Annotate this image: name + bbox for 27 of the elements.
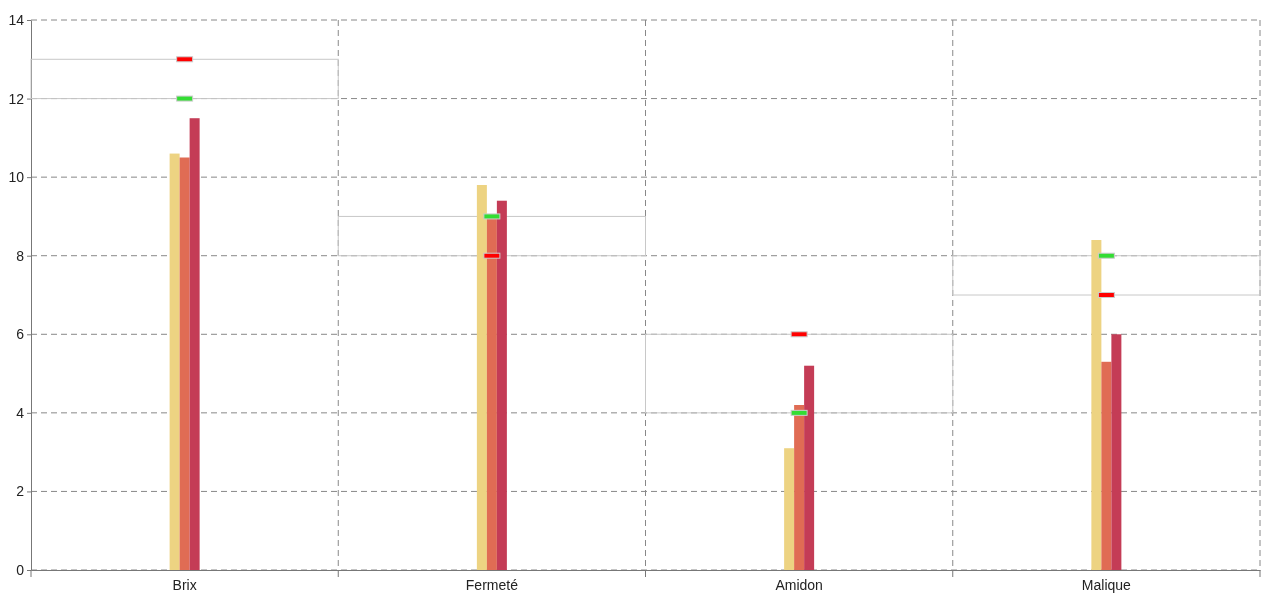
x-tick-label: Brix <box>172 576 197 593</box>
bar <box>1111 334 1122 570</box>
bar <box>169 153 180 570</box>
bar <box>952 255 1261 296</box>
x-tick-label: Fermeté <box>465 576 519 593</box>
bar <box>1101 361 1112 570</box>
y-tick-label: 4 <box>16 404 25 421</box>
bar <box>496 200 507 570</box>
y-tick-label: 6 <box>16 326 25 343</box>
y-tick-label: 0 <box>16 561 25 578</box>
bar <box>794 405 805 570</box>
bar <box>30 58 339 100</box>
bar <box>804 365 815 570</box>
bar <box>476 185 487 570</box>
y-tick-label: 10 <box>8 169 25 186</box>
y-tick-label: 12 <box>8 90 25 107</box>
bar <box>645 333 954 414</box>
y-tick-label: 8 <box>16 247 25 264</box>
y-tick-label: 2 <box>16 483 25 500</box>
x-tick-label: Malique <box>1081 576 1132 593</box>
y-tick-label: 14 <box>8 11 25 28</box>
x-tick-label: Amidon <box>775 576 823 593</box>
bar <box>1091 240 1102 570</box>
bar <box>189 118 200 570</box>
bar <box>784 448 795 570</box>
bar <box>179 157 190 570</box>
bar <box>337 215 646 257</box>
